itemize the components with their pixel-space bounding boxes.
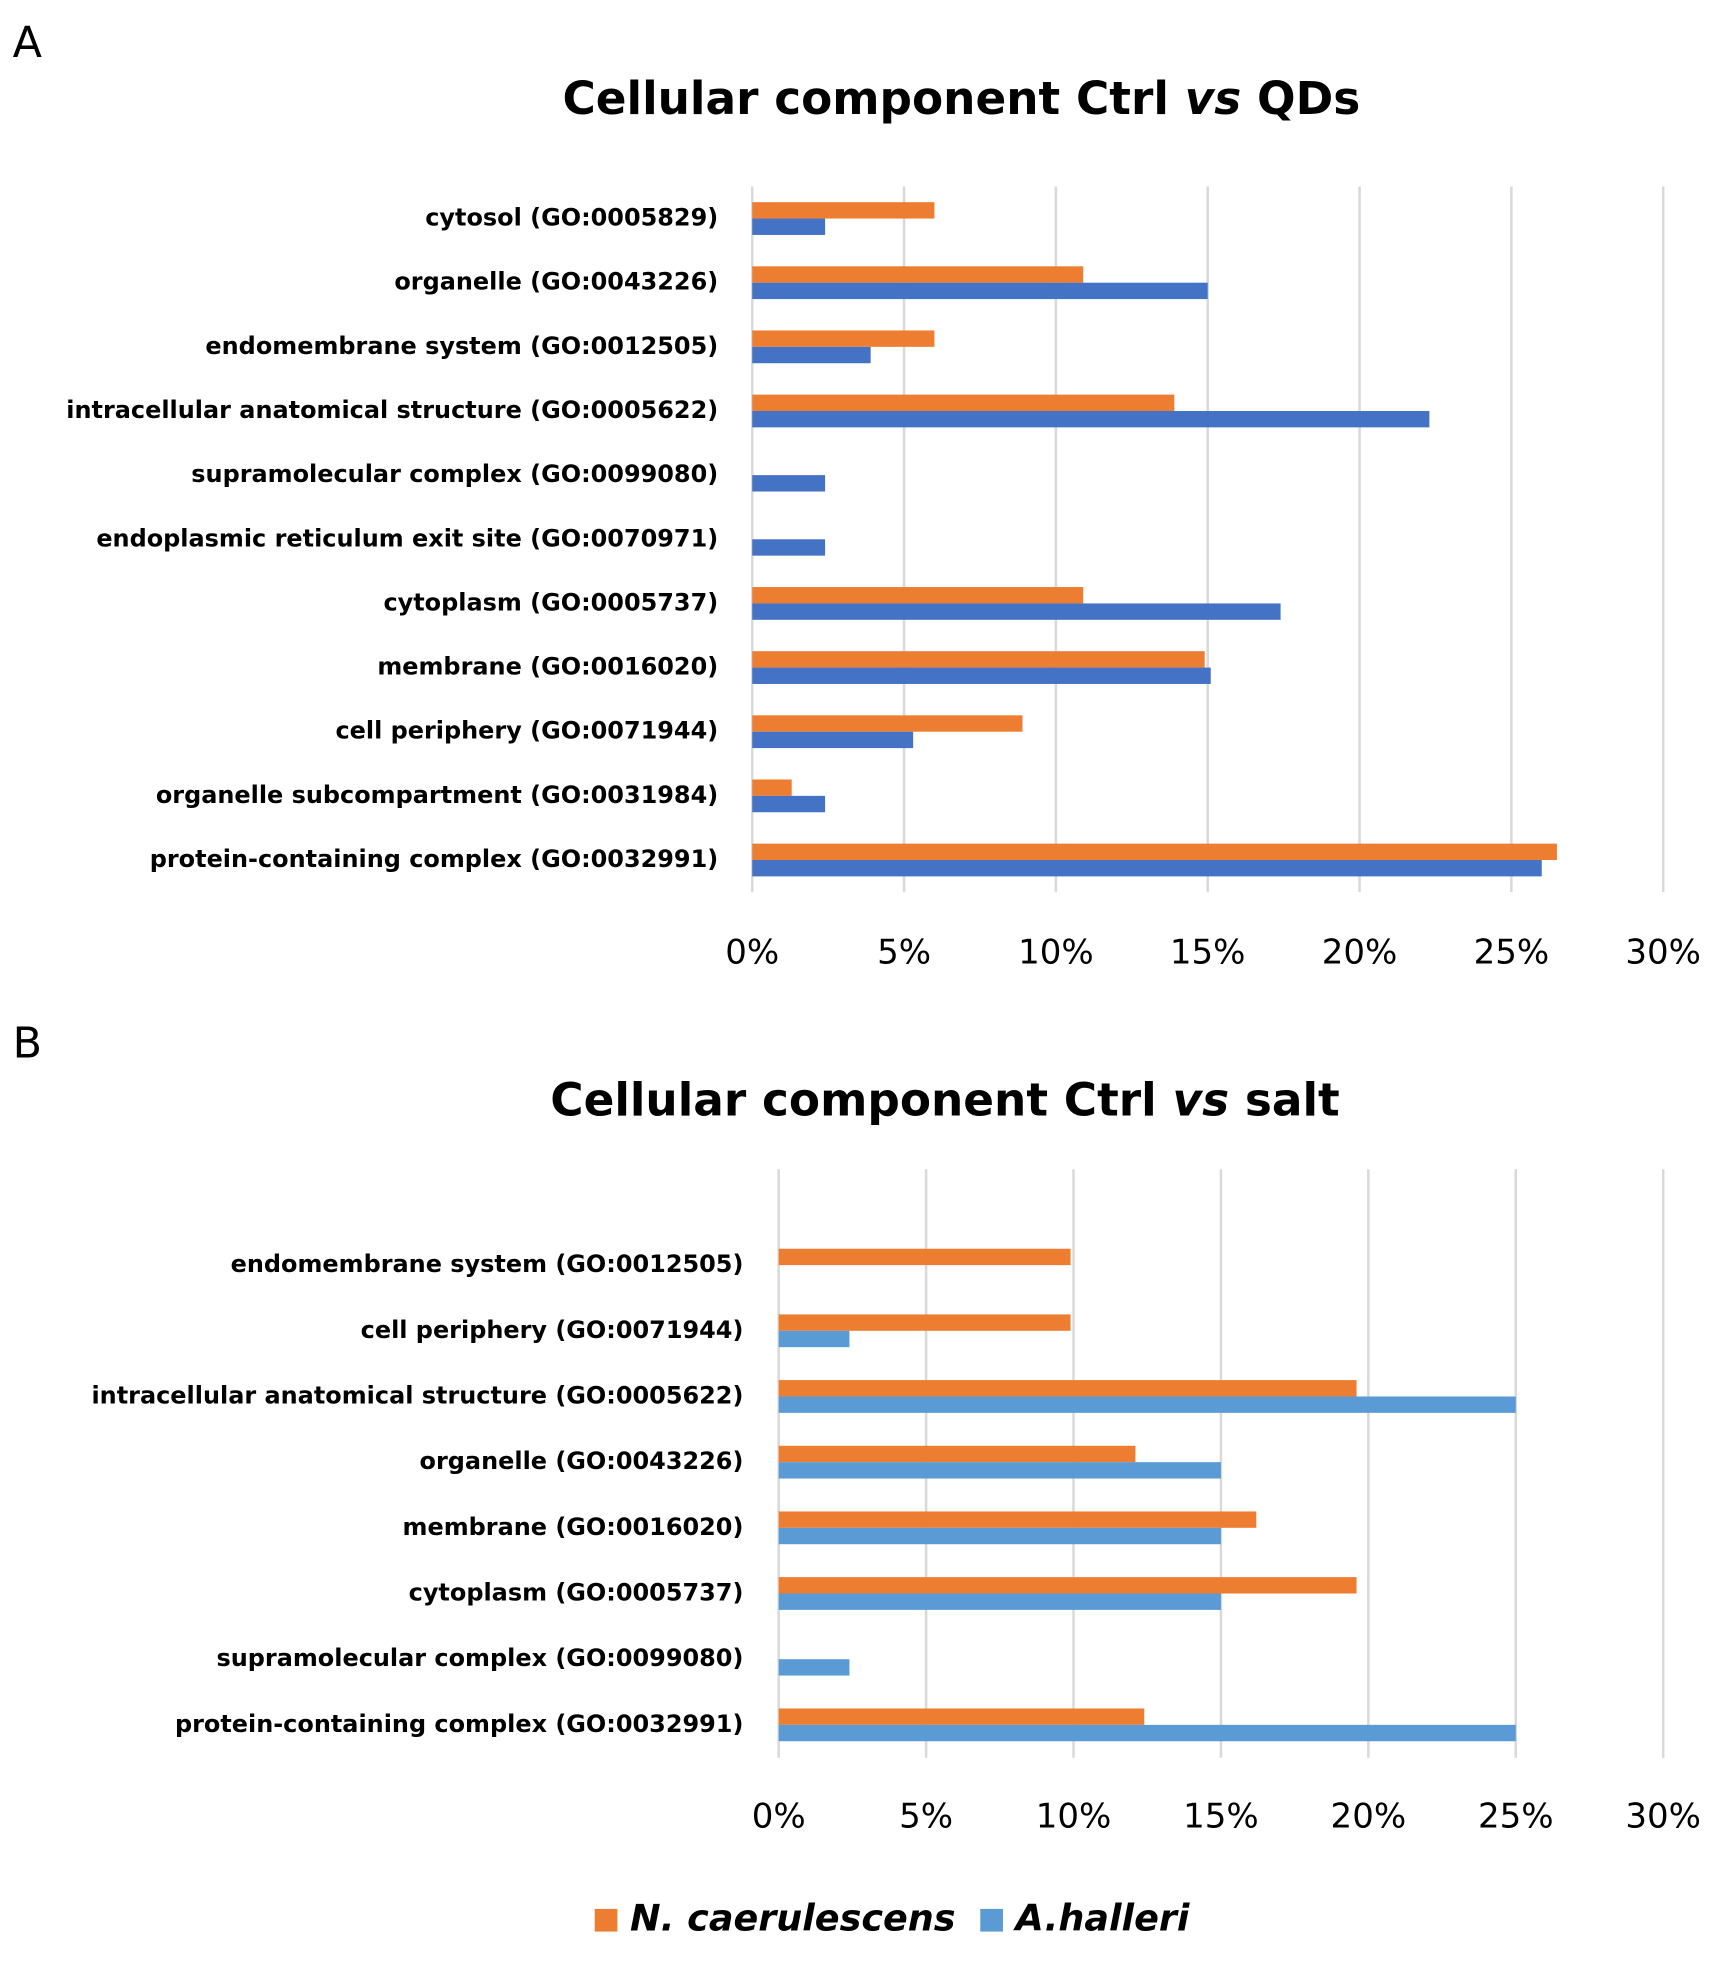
- bar: [752, 603, 1281, 620]
- figure-content: A B Cellular component Ctrl vs QDs 0% 5% 10…: [13, 18, 1701, 1940]
- bar: [778, 1577, 1357, 1594]
- bar: [752, 410, 1430, 428]
- legend-label: A.halleri: [1013, 1897, 1190, 1940]
- x-tick-label: 5%: [877, 932, 931, 972]
- bar: [752, 266, 1084, 283]
- bar: [752, 282, 1208, 300]
- y-tick-label: protein-containing complex (GO:0032991): [175, 1710, 743, 1738]
- chart-title: Cellular component Ctrl vs QDs: [562, 71, 1360, 124]
- bar: [752, 330, 935, 347]
- title-part: QDs: [1241, 71, 1360, 124]
- bar: [752, 731, 914, 749]
- y-tick-label: organelle subcompartment (GO:0031984): [156, 781, 718, 809]
- x-tick-label: 15%: [1170, 932, 1246, 972]
- legend-swatch: [594, 1908, 618, 1932]
- panel-label: A: [13, 18, 42, 68]
- y-tick-label: endoplasmic reticulum exit site (GO:0070…: [96, 524, 718, 552]
- bar: [778, 1314, 1071, 1331]
- x-tick-label: 10%: [1018, 932, 1094, 972]
- title-part: vs: [1185, 71, 1242, 124]
- y-tick-label: cytoplasm (GO:0005737): [409, 1579, 744, 1607]
- bar: [752, 394, 1175, 411]
- title-part: Cellular component Ctrl: [550, 1073, 1172, 1126]
- x-tick-label: 25%: [1478, 1797, 1554, 1837]
- bar: [752, 475, 826, 492]
- bar: [778, 1659, 850, 1676]
- x-tick-label: 20%: [1322, 932, 1398, 972]
- y-tick-label: membrane (GO:0016020): [403, 1513, 744, 1541]
- bar: [778, 1330, 850, 1348]
- bar: [778, 1380, 1357, 1397]
- y-tick-label: cell periphery (GO:0071944): [335, 717, 718, 745]
- x-tick-label: 0%: [752, 1797, 806, 1837]
- bar: [778, 1445, 1136, 1463]
- y-tick-label: supramolecular complex (GO:0099080): [191, 460, 718, 488]
- legend-label: N. caerulescens: [630, 1897, 956, 1940]
- bar: [752, 843, 1557, 861]
- bar: [778, 1724, 1516, 1742]
- x-tick-label: 0%: [725, 932, 779, 972]
- bar: [778, 1511, 1257, 1528]
- y-tick-label: organelle (GO:0043226): [394, 268, 718, 296]
- y-tick-label: membrane (GO:0016020): [377, 653, 718, 681]
- y-tick-label: cytosol (GO:0005829): [425, 204, 718, 232]
- y-tick-label: endomembrane system (GO:0012505): [205, 332, 718, 360]
- bar: [752, 667, 1211, 684]
- y-tick-label: protein-containing complex (GO:0032991): [150, 845, 718, 873]
- title-part: Cellular component Ctrl: [562, 71, 1184, 124]
- x-tick-label: 10%: [1036, 1797, 1112, 1837]
- bar: [752, 202, 935, 219]
- bar: [752, 715, 1023, 732]
- bar: [778, 1248, 1071, 1266]
- bar: [778, 1593, 1221, 1610]
- bar: [752, 587, 1084, 604]
- bar: [752, 779, 792, 796]
- x-tick-label: 25%: [1474, 932, 1550, 972]
- y-tick-label: cytoplasm (GO:0005737): [383, 588, 718, 616]
- bar: [778, 1396, 1516, 1413]
- title-part: vs: [1173, 1073, 1230, 1126]
- bar: [752, 860, 1542, 877]
- y-tick-label: intracellular anatomical structure (GO:0…: [66, 396, 718, 424]
- y-tick-label: endomembrane system (GO:0012505): [231, 1250, 744, 1278]
- bar: [752, 346, 871, 364]
- bar: [752, 218, 826, 235]
- y-tick-label: cell periphery (GO:0071944): [361, 1316, 744, 1344]
- bar: [752, 539, 826, 556]
- y-tick-label: supramolecular complex (GO:0099080): [216, 1644, 743, 1672]
- y-tick-label: organelle (GO:0043226): [420, 1447, 744, 1475]
- y-tick-label: intracellular anatomical structure (GO:0…: [91, 1381, 743, 1409]
- bar: [752, 795, 826, 813]
- bar: [778, 1527, 1221, 1545]
- x-tick-label: 30%: [1625, 932, 1701, 972]
- panel-label: B: [13, 1018, 42, 1068]
- x-tick-label: 20%: [1331, 1797, 1407, 1837]
- x-tick-label: 5%: [899, 1797, 953, 1837]
- bar: [778, 1462, 1221, 1479]
- bar: [752, 651, 1205, 668]
- chart-title: Cellular component Ctrl vs salt: [550, 1073, 1339, 1126]
- legend-swatch: [980, 1908, 1003, 1932]
- title-part: salt: [1229, 1073, 1340, 1126]
- bar: [778, 1708, 1145, 1725]
- x-tick-label: 30%: [1625, 1797, 1701, 1837]
- x-tick-label: 15%: [1183, 1797, 1259, 1837]
